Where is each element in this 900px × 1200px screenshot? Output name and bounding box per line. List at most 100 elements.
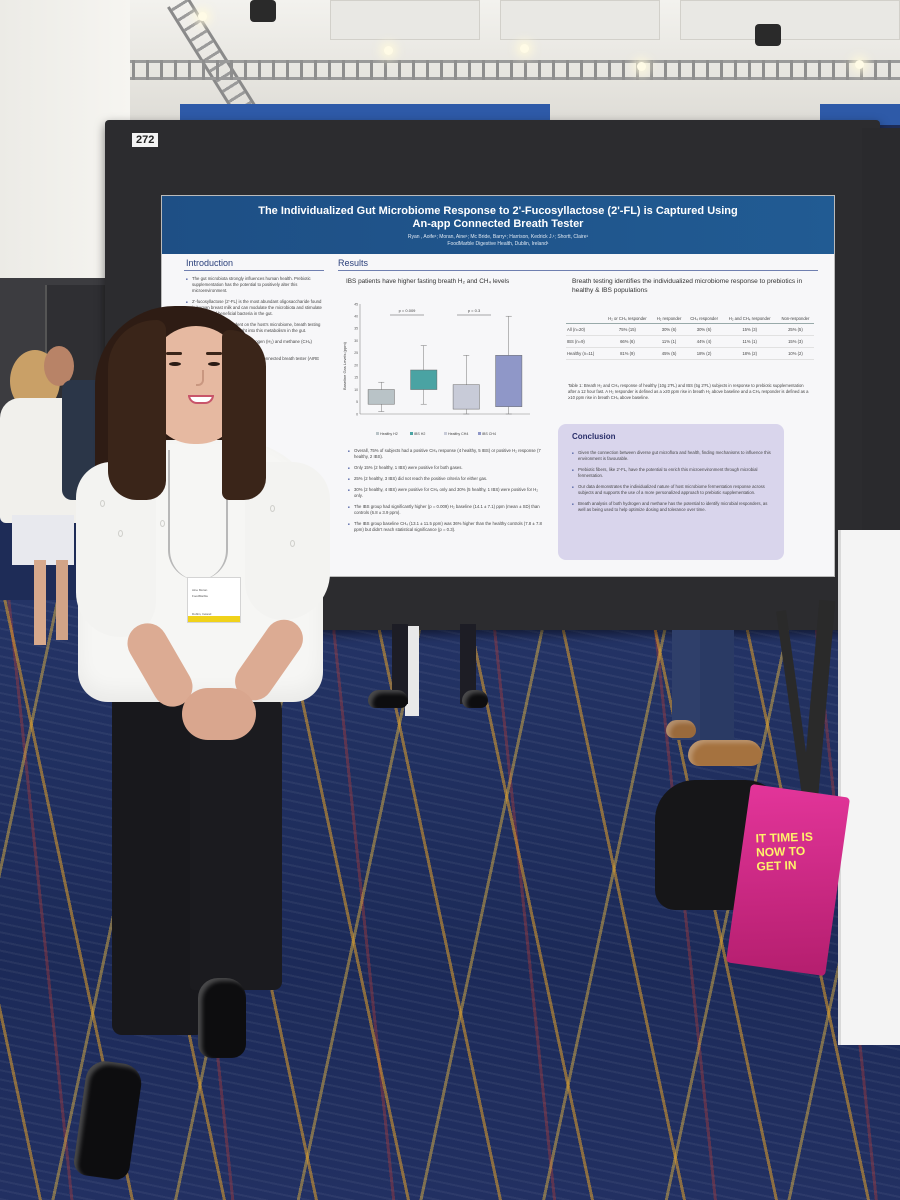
ceiling-tile <box>330 0 480 40</box>
table-cell: 25% (5) <box>776 323 814 336</box>
poster-title-line-2: An-app Connected Breath Tester <box>412 218 584 230</box>
legend-label: Healthy H2 <box>380 432 398 436</box>
name-badge: Aine Moran FoodMarble Dublin, Ireland <box>187 577 241 623</box>
results-bullet: The IBS group baseline CH₄ (13.1 ± 11.5 … <box>348 521 544 533</box>
results-heading: Results <box>338 258 369 268</box>
conclusion-item: Given the connection between diverse gut… <box>572 450 772 462</box>
eyelet-embroidery <box>290 540 295 547</box>
table-header-cell: H₂ and CH₄ responder <box>722 314 777 324</box>
box-healthy-ch4 <box>452 384 480 410</box>
conclusion-list: Given the connection between diverse gut… <box>572 450 772 518</box>
table-row: Healthy (n=11) 81% (9) 45% (5) 18% (2) 1… <box>566 347 814 360</box>
pink-bag-text: IT TIME IS NOW TO GET IN <box>755 829 814 874</box>
shoe <box>688 740 762 766</box>
right-eye <box>208 362 220 366</box>
blue-wall-strip <box>820 104 900 125</box>
chart-y-axis-label: Baseline Gas Levels (ppm) <box>342 341 347 390</box>
conclusion-item: Prebiotic fibers, like 2'-FL, have the p… <box>572 467 772 479</box>
table-cell: 11% (1) <box>722 335 777 348</box>
table-cell: 11% (1) <box>652 335 686 348</box>
clasped-hands <box>182 688 256 740</box>
y-tick-label: 25 <box>354 351 358 355</box>
results-bullet: Overall, 75% of subjects had a positive … <box>348 448 544 460</box>
ceiling-light <box>637 62 646 71</box>
research-poster: The Individualized Gut Microbiome Respon… <box>162 196 834 576</box>
person-behind-board-leg <box>700 630 734 745</box>
introduction-heading: Introduction <box>186 258 234 268</box>
shoe <box>666 720 696 738</box>
table-cell: 75% (15) <box>602 323 653 336</box>
table-cell: 44% (4) <box>685 335 723 348</box>
left-eye <box>169 362 181 366</box>
table-cell: 30% (6) <box>652 323 686 336</box>
y-tick-label: 20 <box>354 363 358 367</box>
ceiling-light <box>384 46 393 55</box>
table-row: IBS (n=9) 66% (6) 11% (1) 44% (4) 11% (1… <box>566 335 814 348</box>
introduction-item: 2'-fucosyllactose (2'-FL) is the most ab… <box>186 299 324 317</box>
y-tick-label: 5 <box>356 400 358 404</box>
conclusion-box: Conclusion Given the connection between … <box>558 424 784 560</box>
person-behind-board-leg <box>460 624 476 704</box>
eyelet-embroidery <box>118 530 123 537</box>
legend-label: IBS H2 <box>414 432 425 436</box>
table-header-cell: H₂ responder <box>652 314 686 324</box>
chart-title: IBS patients have higher fasting breath … <box>346 278 510 285</box>
results-bullet: 30% (2 healthy, 4 IBS) were positive for… <box>348 487 544 499</box>
section-rule <box>338 270 818 271</box>
results-bullets: Overall, 75% of subjects had a positive … <box>348 448 544 538</box>
results-bullet: Only 15% (2 healthy, 1 IBS) were positiv… <box>348 465 544 471</box>
poster-authors: Ryan , Aoife¹; Moran, Aine¹; Mc Bride, B… <box>407 234 589 240</box>
results-bullet: The IBS group had significantly higher (… <box>348 504 544 516</box>
table-cell: IBS (n=9) <box>566 335 603 348</box>
poster-title-line-1: The Individualized Gut Microbiome Respon… <box>258 205 738 217</box>
ceiling <box>0 0 900 125</box>
y-tick-label: 15 <box>354 376 358 380</box>
hair-right-side <box>222 330 266 500</box>
legend-swatch <box>478 432 481 435</box>
poster-header: The Individualized Gut Microbiome Respon… <box>162 196 834 254</box>
y-tick-label: 30 <box>354 339 358 343</box>
legend-label: Healthy CH4 <box>448 432 468 436</box>
table-header-cell: Non-responder <box>776 314 814 324</box>
table-header-cell: CH₄ responder <box>685 314 723 324</box>
table-row: All (n=20) 75% (15) 30% (6) 30% (6) 15% … <box>566 323 814 336</box>
table-cell: 10% (2) <box>776 347 814 360</box>
baseline-gas-chart: Baseline Gas Levels (ppm) 0 5 10 15 20 25 30 35… <box>342 302 530 436</box>
eyelet-embroidery <box>160 520 165 527</box>
responder-table: H₂ or CH₄ responder H₂ responder CH₄ res… <box>566 314 814 360</box>
y-tick-label: 35 <box>354 327 358 331</box>
spotlight <box>250 0 276 22</box>
table-caption: Table 1: Breath H₂ and CH₄ response of h… <box>568 383 809 400</box>
trousers-right-leg <box>190 690 282 990</box>
section-rule <box>184 270 324 271</box>
table-header-cell: H₂ or CH₄ responder <box>602 314 653 324</box>
legend-swatch <box>444 432 447 435</box>
table-cell: 66% (6) <box>602 335 653 348</box>
chart-legend: Healthy H2 IBS H2 Healthy CH4 IBS CH4 <box>376 432 496 436</box>
conclusion-heading: Conclusion <box>572 432 616 441</box>
table-header-cell <box>566 314 603 324</box>
y-tick-label: 0 <box>356 412 358 416</box>
ceiling-truss <box>90 60 900 80</box>
ceiling-tile <box>680 0 900 40</box>
badge-yellow-strip <box>188 616 240 622</box>
chart-boxes <box>367 315 523 415</box>
p-value-right: p = 0.3 <box>468 308 481 313</box>
ceiling-light <box>198 12 207 21</box>
legend-swatch <box>410 432 413 435</box>
trousers-left-leg <box>112 690 202 1035</box>
box-ibs-ch4 <box>495 355 523 407</box>
badge-name: Aine Moran <box>192 588 208 592</box>
results-bullet: 25% (2 healthy, 3 IBS) did not reach the… <box>348 476 544 482</box>
legend-swatch <box>376 432 379 435</box>
hair-left-side <box>108 320 166 500</box>
p-value-left: p = 0.009 <box>399 308 417 313</box>
eyelet-embroidery <box>100 500 105 507</box>
blue-wall-strip <box>180 104 550 125</box>
box-healthy-h2 <box>367 389 395 405</box>
badge-org: FoodMarble <box>192 594 209 598</box>
ceiling-tile <box>500 0 660 40</box>
table-cell: 18% (2) <box>685 347 723 360</box>
board-number-label: 272 <box>132 133 159 147</box>
y-tick-label: 10 <box>354 388 358 392</box>
